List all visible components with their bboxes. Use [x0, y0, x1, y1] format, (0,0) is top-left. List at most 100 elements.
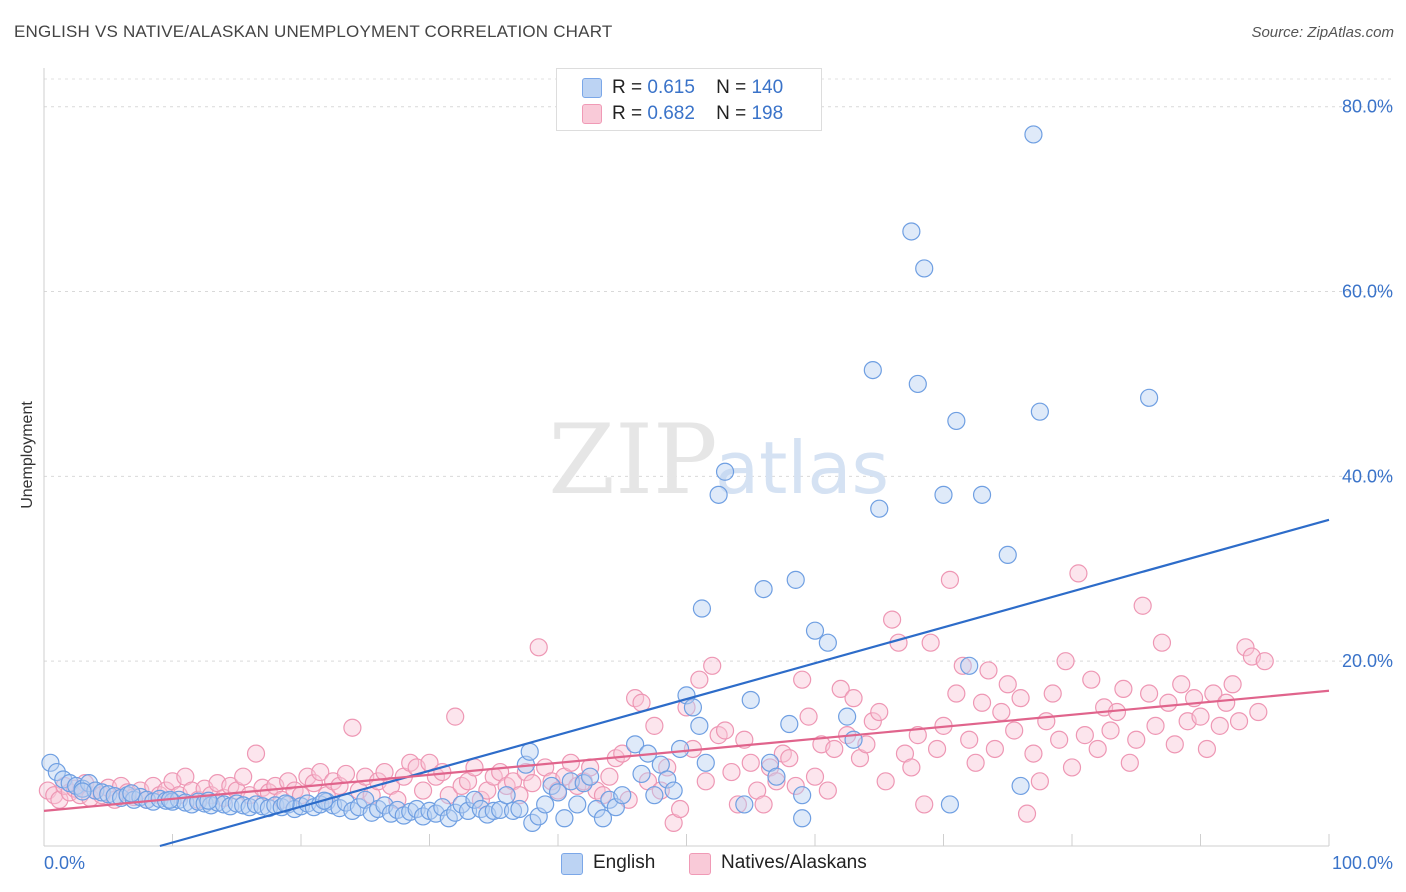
legend-swatch-english: [582, 78, 602, 98]
data-point: [690, 670, 709, 689]
data-point: [465, 790, 484, 809]
bottom-legend-label-english: English: [593, 852, 656, 873]
data-point: [960, 730, 979, 749]
tick-labels: 20.0% 40.0% 60.0% 80.0% 0.0% 100.0%: [44, 97, 1393, 873]
data-point: [234, 767, 253, 786]
data-point: [998, 675, 1017, 694]
data-point: [542, 776, 561, 796]
source-credit: Source: ZipAtlas.com: [1251, 24, 1394, 41]
data-point: [536, 795, 555, 814]
data-point: [767, 772, 786, 791]
data-point: [972, 485, 992, 504]
data-point: [1011, 776, 1030, 796]
data-point: [632, 693, 651, 712]
data-point: [754, 580, 773, 599]
data-point: [670, 739, 690, 759]
x-tick-label: 100.0%: [1332, 853, 1393, 873]
data-point: [882, 610, 902, 629]
data-point: [632, 764, 651, 784]
data-point: [279, 772, 298, 791]
data-point: [446, 707, 465, 726]
bottom-legend-swatch-natives: [689, 853, 711, 875]
legend-r-value: 0.682: [647, 103, 695, 124]
data-point: [870, 499, 889, 518]
data-point: [516, 762, 535, 782]
data-point: [413, 781, 433, 800]
data-point: [979, 661, 998, 680]
watermark: ZIP atlas: [548, 404, 889, 516]
data-point: [870, 702, 889, 722]
bottom-legend-label-natives: Natives/Alaskans: [721, 852, 867, 873]
data-point: [902, 222, 921, 241]
data-point: [876, 772, 895, 791]
data-point: [214, 795, 233, 814]
watermark-atlas: atlas: [715, 426, 889, 510]
data-point: [311, 762, 330, 782]
y-tick-label: 40.0%: [1342, 466, 1393, 486]
data-point: [246, 744, 266, 763]
data-point: [703, 656, 722, 675]
data-point: [805, 621, 825, 640]
data-point: [1223, 675, 1242, 694]
data-point: [947, 411, 966, 431]
data-point: [670, 799, 690, 819]
data-point: [497, 786, 516, 805]
data-point: [908, 374, 927, 394]
data-point: [1075, 726, 1094, 745]
data-point: [1024, 744, 1043, 763]
trend-line-english: [159, 518, 1330, 848]
bottom-legend-swatch-english: [561, 853, 583, 875]
data-point: [825, 739, 844, 759]
data-point: [555, 809, 574, 828]
data-point: [1127, 730, 1146, 749]
data-point: [793, 786, 812, 805]
data-point: [234, 796, 253, 815]
data-point: [1139, 684, 1159, 703]
data-point: [805, 767, 825, 786]
data-point: [593, 809, 613, 828]
data-point: [786, 776, 805, 796]
data-point: [645, 716, 664, 735]
data-point: [1217, 693, 1236, 712]
data-point: [831, 679, 850, 699]
legend-n-label: N =: [716, 77, 747, 98]
data-point: [1191, 707, 1210, 726]
data-point: [953, 656, 972, 675]
data-point: [1152, 633, 1172, 652]
data-point: [1255, 652, 1274, 671]
data-point: [735, 795, 754, 814]
data-point: [818, 781, 837, 800]
trend-line-natives: [43, 689, 1330, 812]
data-point: [587, 799, 606, 819]
data-point: [728, 795, 748, 814]
data-point: [780, 714, 799, 734]
data-point: [304, 774, 323, 793]
data-point: [1088, 739, 1107, 759]
chart-title: ENGLISH VS NATIVE/ALASKAN UNEMPLOYMENT C…: [14, 22, 613, 41]
data-point: [985, 739, 1005, 759]
data-point: [510, 786, 529, 805]
data-point: [696, 753, 715, 772]
data-point: [683, 698, 703, 717]
data-point: [1101, 721, 1120, 740]
data-point: [690, 716, 709, 735]
data-point: [1030, 772, 1049, 791]
legend-n-label: N =: [716, 103, 747, 124]
data-point: [1062, 758, 1082, 777]
y-tick-label: 60.0%: [1342, 282, 1393, 302]
data-point: [1030, 402, 1049, 421]
data-point: [465, 758, 484, 777]
data-point: [927, 739, 947, 759]
data-point: [793, 809, 812, 828]
data-point: [780, 749, 799, 768]
data-point: [838, 707, 857, 726]
data-point: [1249, 702, 1268, 722]
data-point: [992, 702, 1011, 722]
data-point: [548, 783, 568, 802]
data-point: [786, 570, 805, 589]
legend-r-label: R =: [612, 103, 643, 124]
data-point: [645, 786, 664, 805]
x-tick-label: 0.0%: [44, 853, 85, 873]
data-point: [574, 774, 593, 793]
data-point: [529, 638, 548, 657]
